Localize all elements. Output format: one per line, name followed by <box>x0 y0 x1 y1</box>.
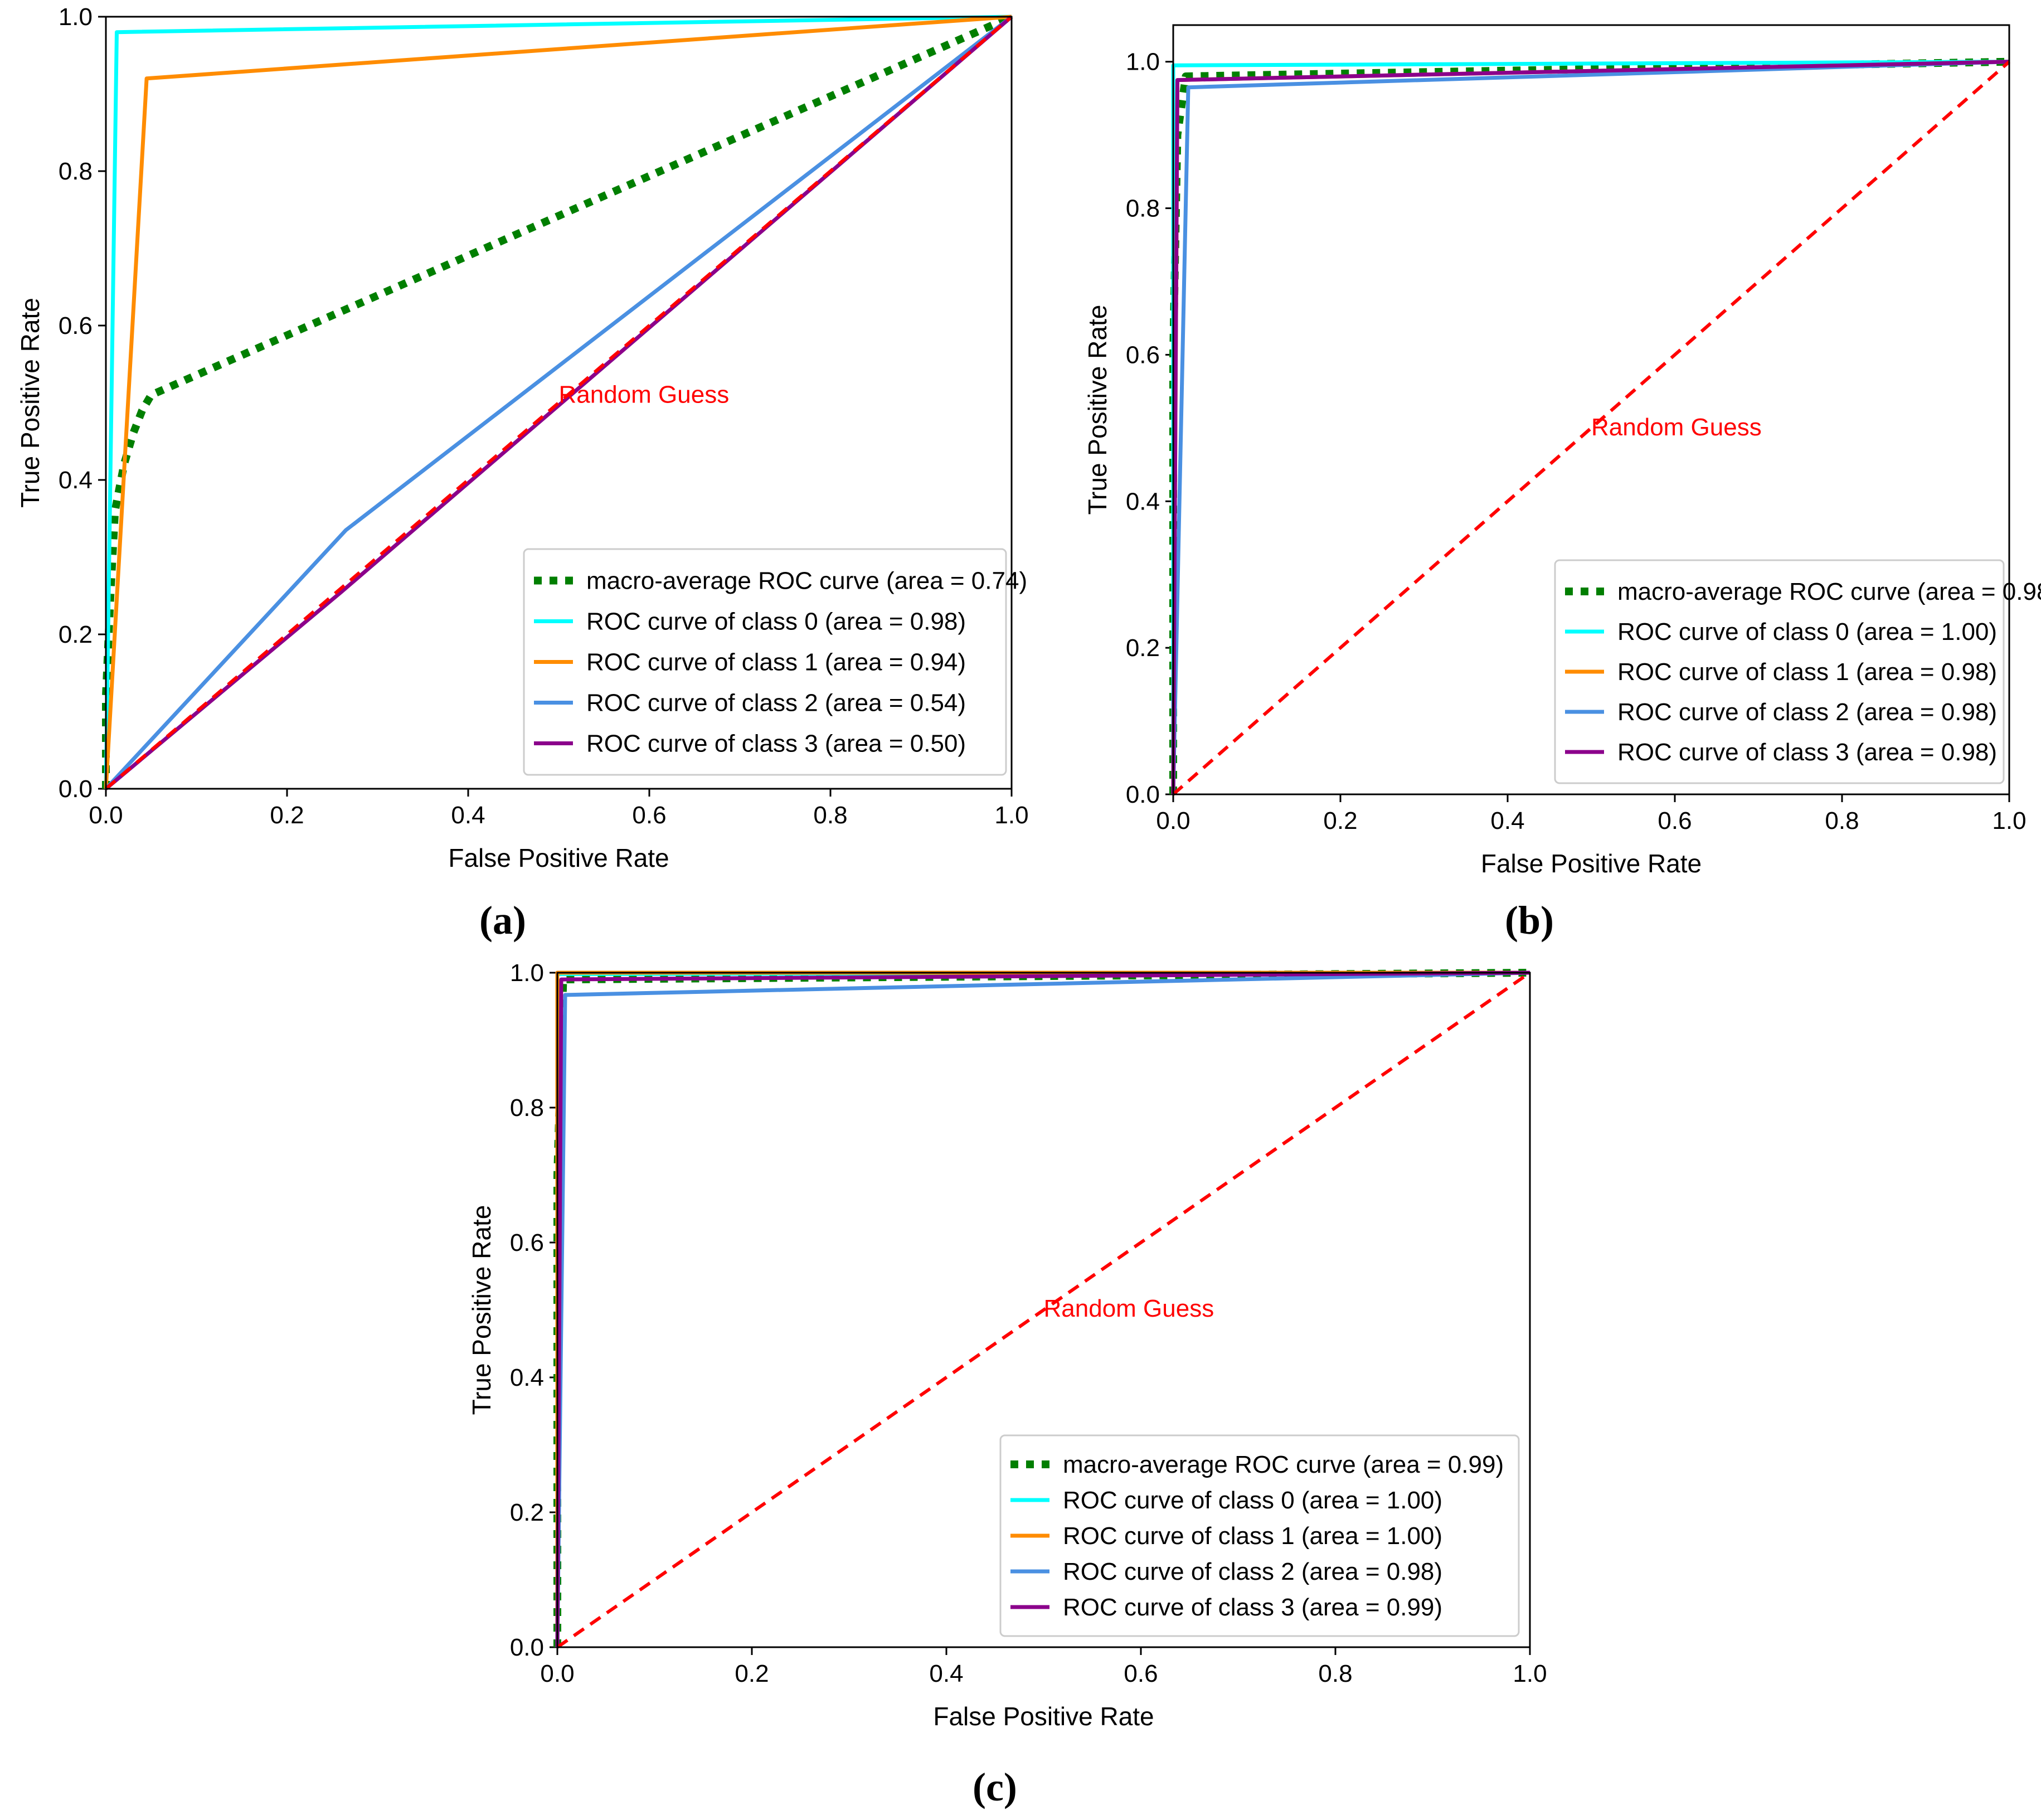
series-line-2 <box>104 14 1012 789</box>
series-line-1 <box>104 14 1012 789</box>
legend-entry-3: ROC curve of class 2 (area = 0.98) <box>1063 1558 1442 1585</box>
y-axis-label: True Positive Rate <box>1083 305 1112 515</box>
y-tick-label: 0.2 <box>510 1499 544 1526</box>
y-tick-label: 0.6 <box>59 312 93 339</box>
x-tick-label: 0.0 <box>1156 807 1190 834</box>
x-tick-label: 0.8 <box>1318 1660 1352 1687</box>
y-tick-label: 0.0 <box>1126 781 1160 808</box>
plot-frame <box>1172 24 2010 795</box>
x-tick-label: 1.0 <box>1992 807 2026 834</box>
legend-entry-2: ROC curve of class 1 (area = 1.00) <box>1063 1522 1442 1550</box>
x-tick-label: 0.0 <box>540 1660 574 1687</box>
y-axis-label: True Positive Rate <box>467 1205 496 1415</box>
legend-entry-0: macro-average ROC curve (area = 0.74) <box>586 567 1027 595</box>
y-tick-label: 0.8 <box>59 158 93 185</box>
random-guess-annotation: Random Guess <box>1591 414 1762 441</box>
caption-a: (a) <box>479 898 526 943</box>
x-tick-label: 1.0 <box>1513 1660 1547 1687</box>
legend-entry-4: ROC curve of class 3 (area = 0.50) <box>586 730 966 758</box>
x-tick-label: 0.6 <box>632 802 666 829</box>
y-axis-label: True Positive Rate <box>16 298 45 508</box>
x-tick-label: 0.4 <box>1490 807 1524 834</box>
y-tick-label: 0.8 <box>510 1094 544 1122</box>
legend-entry-0: macro-average ROC curve (area = 0.98) <box>1617 578 2041 605</box>
y-tick-label: 0.2 <box>59 621 93 648</box>
series-line-5 <box>556 971 1531 1649</box>
legend-entry-1: ROC curve of class 0 (area = 0.98) <box>586 608 966 635</box>
legend-entry-3: ROC curve of class 2 (area = 0.54) <box>586 690 966 717</box>
y-tick-label: 0.4 <box>510 1364 544 1391</box>
series-line-4 <box>1171 60 2010 795</box>
caption-c: (c) <box>973 1765 1017 1809</box>
legend-entry-4: ROC curve of class 3 (area = 0.98) <box>1617 739 1997 766</box>
y-tick-label: 0.4 <box>1126 488 1160 515</box>
x-tick-label: 0.4 <box>451 802 485 829</box>
legend-entry-1: ROC curve of class 0 (area = 1.00) <box>1063 1487 1442 1514</box>
plot-frame <box>556 972 1531 1648</box>
x-axis-label: False Positive Rate <box>933 1702 1154 1731</box>
legend-entry-2: ROC curve of class 1 (area = 0.94) <box>586 649 966 676</box>
y-tick-label: 1.0 <box>59 3 93 31</box>
legend-box <box>523 548 1007 776</box>
random-guess-annotation: Random Guess <box>559 381 730 409</box>
panel-b-chart: 0.0 0.2 0.4 0.6 0.8 1.0 0.0 0.2 0.4 0.6 0.8 1.0 Fals… <box>1083 24 2041 878</box>
legend-entry-3: ROC curve of class 2 (area = 0.98) <box>1617 698 1997 726</box>
series-line-4 <box>555 970 1530 1648</box>
random-guess-annotation: Random Guess <box>1044 1295 1214 1322</box>
x-tick-label: 0.0 <box>89 802 123 829</box>
series-line-3 <box>104 15 1013 790</box>
y-tick-label: 0.2 <box>1126 634 1160 662</box>
y-tick-label: 0.0 <box>59 775 93 803</box>
x-tick-label: 0.4 <box>929 1660 963 1687</box>
caption-b: (b) <box>1505 898 1554 943</box>
x-axis-label: False Positive Rate <box>1481 849 1702 878</box>
y-tick-label: 0.6 <box>1126 341 1160 368</box>
y-tick-label: 0.4 <box>59 467 93 494</box>
x-tick-label: 1.0 <box>994 802 1028 829</box>
x-axis-label: False Positive Rate <box>448 843 669 872</box>
x-tick-label: 0.6 <box>1658 807 1692 834</box>
x-tick-label: 0.2 <box>270 802 304 829</box>
series-line-3 <box>1171 60 2010 795</box>
panel-c-chart: 0.0 0.2 0.4 0.6 0.8 1.0 0.0 0.2 0.4 0.6 0.8 1.0 Fals… <box>467 959 1547 1731</box>
x-tick-label: 0.2 <box>1323 807 1357 834</box>
legend-box <box>999 1434 1520 1637</box>
legend-entry-1: ROC curve of class 0 (area = 1.00) <box>1617 618 1997 646</box>
x-tick-label: 0.6 <box>1124 1660 1158 1687</box>
legend-entry-0: macro-average ROC curve (area = 0.99) <box>1063 1451 1504 1478</box>
x-tick-label: 0.8 <box>1825 807 1859 834</box>
y-tick-label: 1.0 <box>1126 48 1160 76</box>
legend-entry-2: ROC curve of class 1 (area = 0.98) <box>1617 658 1997 686</box>
y-tick-label: 1.0 <box>510 959 544 987</box>
legend-box <box>1554 559 2005 784</box>
plot-frame <box>105 16 1013 790</box>
x-tick-label: 0.8 <box>813 802 847 829</box>
y-tick-label: 0.0 <box>510 1634 544 1661</box>
y-tick-label: 0.8 <box>1126 195 1160 222</box>
panel-a-chart: 0.0 0.2 0.4 0.6 0.8 1.0 0.0 0.2 0.4 0.6 0.8 1.0 Fals… <box>16 3 1029 872</box>
legend-entry-4: ROC curve of class 3 (area = 0.99) <box>1063 1594 1442 1621</box>
series-line-5 <box>1172 60 2010 796</box>
x-tick-label: 0.2 <box>735 1660 769 1687</box>
series-line-5 <box>105 15 1013 790</box>
y-tick-label: 0.6 <box>510 1229 544 1256</box>
